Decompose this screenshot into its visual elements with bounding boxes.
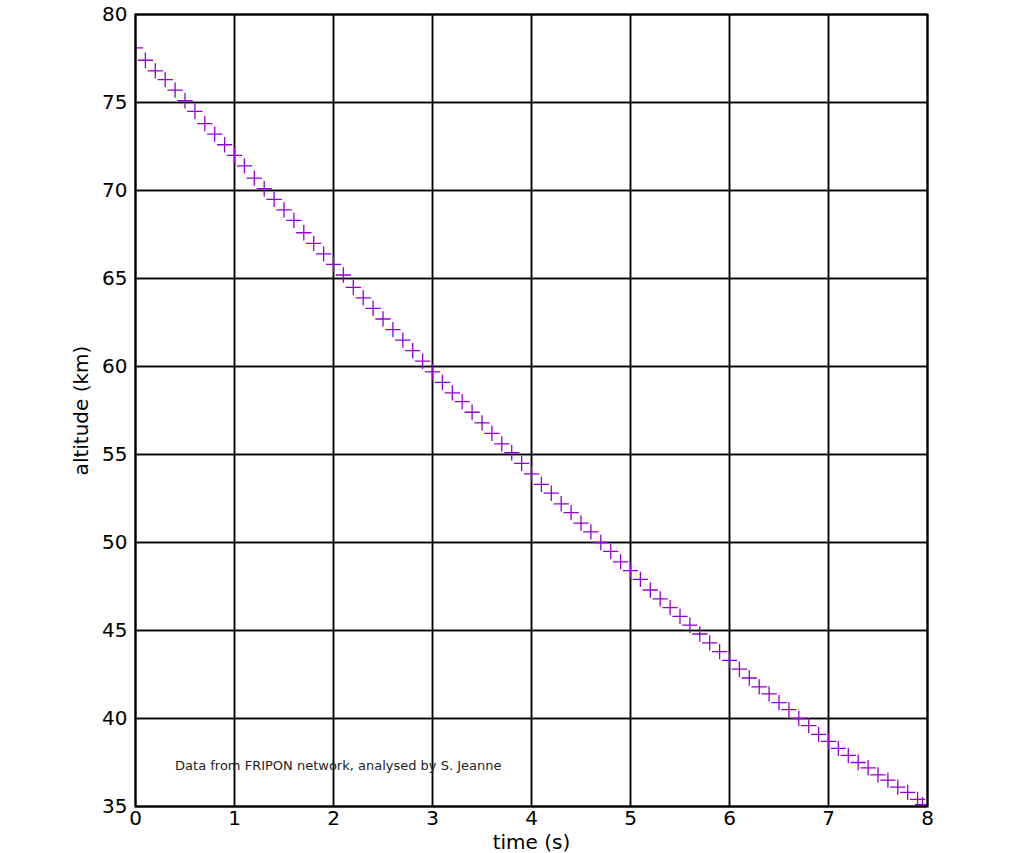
svg-text:2: 2 (327, 806, 340, 830)
svg-text:40: 40 (102, 706, 127, 730)
svg-text:3: 3 (426, 806, 439, 830)
svg-text:altitude (km): altitude (km) (69, 346, 93, 476)
svg-text:0: 0 (129, 806, 142, 830)
svg-text:50: 50 (102, 530, 127, 554)
svg-text:Data from FRIPON network, anal: Data from FRIPON network, analysed by S.… (175, 758, 501, 773)
svg-text:7: 7 (822, 806, 835, 830)
svg-text:65: 65 (102, 266, 127, 290)
svg-text:1: 1 (228, 806, 241, 830)
svg-text:5: 5 (624, 806, 637, 830)
svg-text:45: 45 (102, 618, 127, 642)
svg-text:70: 70 (102, 178, 127, 202)
svg-text:time (s): time (s) (493, 830, 571, 853)
svg-text:4: 4 (525, 806, 538, 830)
svg-text:35: 35 (102, 794, 127, 818)
svg-text:55: 55 (102, 442, 127, 466)
svg-text:6: 6 (723, 806, 736, 830)
svg-text:8: 8 (921, 806, 934, 830)
svg-text:75: 75 (102, 90, 127, 114)
svg-text:60: 60 (102, 354, 127, 378)
svg-text:80: 80 (102, 2, 127, 26)
